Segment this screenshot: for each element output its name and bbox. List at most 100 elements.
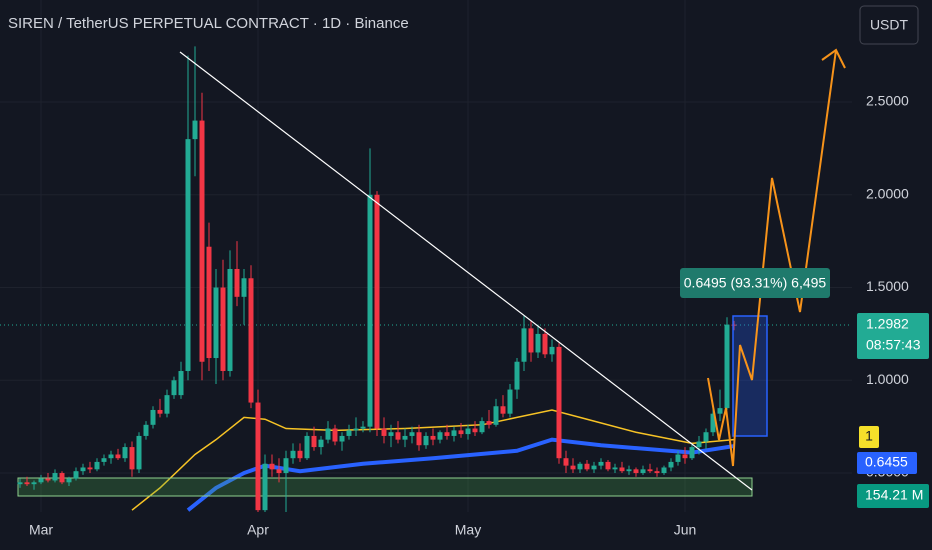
candle-body bbox=[444, 432, 450, 436]
candle-body bbox=[262, 463, 268, 511]
last-price-tag bbox=[857, 313, 929, 359]
candle-body bbox=[136, 435, 142, 470]
candle-body bbox=[17, 482, 23, 485]
y-tick-label: 2.5000 bbox=[866, 93, 909, 109]
currency-button[interactable] bbox=[859, 5, 919, 45]
blue-tag-label: 0.6455 bbox=[865, 454, 908, 470]
candle-body bbox=[290, 450, 296, 459]
candle-body bbox=[241, 278, 247, 297]
measure-label: 0.6495 (93.31%) 6,495 bbox=[684, 275, 827, 291]
candle-body bbox=[87, 467, 93, 470]
candle-body bbox=[59, 473, 65, 483]
candle-body bbox=[577, 463, 583, 470]
candle-body bbox=[276, 469, 282, 474]
x-tick-label: Mar bbox=[29, 522, 53, 538]
candle-body bbox=[507, 389, 513, 414]
candle-body bbox=[311, 435, 317, 448]
candle-body bbox=[157, 409, 163, 414]
volume-tag bbox=[857, 484, 929, 508]
candle-body bbox=[633, 469, 639, 474]
candle-body bbox=[318, 439, 324, 448]
candle-body bbox=[31, 482, 37, 485]
candle-body bbox=[346, 430, 352, 436]
candle-body bbox=[45, 478, 51, 481]
candle-body bbox=[584, 463, 590, 470]
candle-body bbox=[472, 428, 478, 433]
candle-body bbox=[451, 430, 457, 436]
yellow-tag bbox=[859, 426, 879, 448]
y-tick-label: 1.5000 bbox=[866, 278, 909, 294]
candle-body bbox=[171, 380, 177, 396]
candle-body bbox=[367, 194, 373, 427]
candle-body bbox=[605, 461, 611, 470]
candle-body bbox=[143, 424, 149, 436]
candle-body bbox=[479, 421, 485, 433]
y-tick-label: 2.0000 bbox=[866, 185, 909, 201]
candle-body bbox=[486, 421, 492, 425]
candle-body bbox=[668, 461, 674, 468]
x-tick-label: Apr bbox=[247, 522, 269, 538]
candle-body bbox=[416, 432, 422, 446]
candle-body bbox=[213, 287, 219, 359]
candle-body bbox=[115, 454, 121, 459]
candle-body bbox=[234, 268, 240, 297]
candle-body bbox=[332, 428, 338, 442]
candle-body bbox=[682, 454, 688, 459]
candle-body bbox=[24, 482, 30, 485]
candle-body bbox=[73, 471, 79, 479]
candle-body bbox=[38, 478, 44, 483]
candle-body bbox=[360, 426, 366, 429]
candle-body bbox=[178, 371, 184, 396]
candle-body bbox=[122, 447, 128, 459]
projection-path bbox=[707, 49, 837, 467]
last-price-label: 1.2982 bbox=[866, 316, 909, 332]
candle-body bbox=[206, 246, 212, 359]
candle-body bbox=[192, 120, 198, 140]
candle-body bbox=[521, 328, 527, 362]
candle-body bbox=[500, 406, 506, 414]
candle-body bbox=[108, 454, 114, 459]
candle-body bbox=[283, 458, 289, 474]
candle-body bbox=[129, 447, 135, 470]
candle-body bbox=[724, 324, 730, 409]
candle-body bbox=[654, 471, 660, 474]
candle-body bbox=[437, 432, 443, 440]
candle-body bbox=[325, 428, 331, 440]
candle-body bbox=[220, 287, 226, 372]
candle-body bbox=[381, 428, 387, 436]
trend-line bbox=[179, 51, 753, 491]
x-tick-label: Jun bbox=[674, 522, 697, 538]
candle-body bbox=[255, 402, 261, 511]
volume-tag-label: 154.21 M bbox=[865, 487, 923, 503]
candle-body bbox=[626, 469, 632, 472]
drawings bbox=[179, 48, 846, 491]
candle-body bbox=[514, 361, 520, 390]
currency[interactable]: USDT bbox=[870, 17, 909, 33]
candle-body bbox=[80, 467, 86, 472]
candle-body bbox=[675, 454, 681, 462]
candle-body bbox=[598, 461, 604, 466]
candle-body bbox=[353, 428, 359, 431]
candle-body bbox=[395, 432, 401, 440]
candle-body bbox=[535, 333, 541, 353]
candle-body bbox=[661, 467, 667, 474]
candle-body bbox=[164, 395, 170, 414]
yellow-tag-label: 1 bbox=[865, 428, 873, 444]
candle-body bbox=[647, 469, 653, 472]
candle-body bbox=[612, 467, 618, 470]
candle-body bbox=[185, 139, 191, 372]
moving-average bbox=[186, 437, 735, 512]
x-tick-label: May bbox=[455, 522, 481, 538]
candle-body bbox=[549, 346, 555, 355]
candle-body bbox=[374, 194, 380, 429]
candle-body bbox=[199, 120, 205, 362]
candle-body bbox=[66, 478, 72, 483]
plot bbox=[0, 46, 852, 512]
candle-body bbox=[339, 435, 345, 442]
candle-body bbox=[458, 430, 464, 435]
support-zone bbox=[17, 477, 753, 497]
countdown: 08:57:43 bbox=[866, 337, 921, 353]
candle-body bbox=[304, 435, 310, 459]
candle-body bbox=[297, 450, 303, 459]
